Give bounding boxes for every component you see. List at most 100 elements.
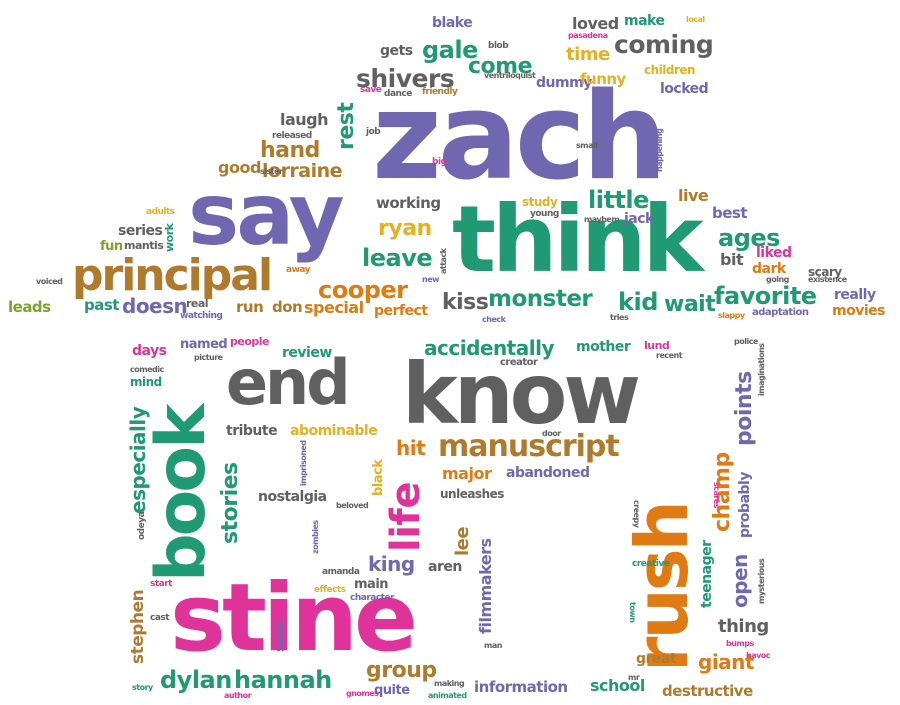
word-main: main bbox=[354, 577, 389, 592]
word-end: end bbox=[226, 346, 351, 419]
word-lorraine: lorraine bbox=[262, 160, 343, 182]
word-series: series bbox=[118, 223, 163, 239]
word-days: days bbox=[132, 343, 167, 359]
word-friendly: friendly bbox=[422, 87, 458, 97]
word-dance: dance bbox=[384, 89, 412, 99]
word-big: big bbox=[432, 157, 447, 167]
word-imprisoned: imprisoned bbox=[299, 440, 308, 486]
word-best: best bbox=[712, 204, 748, 222]
word-lund: lund bbox=[644, 339, 670, 352]
word-blob: blob bbox=[488, 41, 509, 51]
word-making: making bbox=[434, 679, 465, 688]
word-say: say bbox=[188, 165, 345, 265]
word-jack: jack bbox=[624, 211, 654, 227]
word-watching: watching bbox=[180, 311, 223, 321]
word-cast: cast bbox=[150, 613, 170, 623]
word-people: people bbox=[230, 335, 270, 348]
word-accidentally: accidentally bbox=[424, 336, 555, 360]
word-study: study bbox=[522, 195, 558, 209]
word-comedic: comedic bbox=[130, 365, 164, 374]
word-probably: probably bbox=[737, 472, 753, 538]
word-check: check bbox=[482, 315, 506, 324]
word-mysterious: mysterious bbox=[757, 558, 766, 604]
word-mr: mr bbox=[628, 673, 640, 682]
word-sees: sees bbox=[273, 620, 288, 652]
word-dark: dark bbox=[752, 261, 786, 277]
word-open: open bbox=[728, 554, 752, 608]
word-tribute: tribute bbox=[226, 423, 278, 439]
word-released: released bbox=[272, 131, 312, 141]
word-fun: fun bbox=[100, 239, 123, 254]
word-ryan: ryan bbox=[378, 216, 432, 241]
word-unleashes: unleashes bbox=[440, 487, 504, 501]
word-thing: thing bbox=[718, 616, 769, 637]
word-young: young bbox=[530, 209, 559, 219]
word-man: man bbox=[484, 641, 502, 650]
word-doesn: doesn bbox=[122, 294, 188, 318]
word-destructive: destructive bbox=[662, 682, 753, 700]
word-ventriloquist: ventriloquist bbox=[484, 71, 536, 80]
word-school: school bbox=[590, 676, 645, 695]
word-manuscript: manuscript bbox=[438, 429, 620, 464]
word-small: small bbox=[576, 141, 598, 150]
word-ages: ages bbox=[718, 224, 780, 252]
word-information: information bbox=[474, 678, 568, 696]
word-wait: wait bbox=[664, 292, 716, 317]
word-run: run bbox=[236, 298, 264, 316]
word-effects: effects bbox=[314, 585, 346, 595]
word-stories: stories bbox=[218, 462, 243, 544]
word-coming: coming bbox=[614, 30, 714, 59]
word-mayhem: mayhem bbox=[584, 215, 620, 224]
word-named: named bbox=[180, 337, 228, 352]
word-mantis: mantis bbox=[124, 239, 164, 252]
word-pasadena: pasadena bbox=[568, 31, 608, 40]
word-really: really bbox=[834, 287, 876, 303]
word-major: major bbox=[442, 464, 492, 483]
word-blake: blake bbox=[432, 15, 473, 31]
word-bumps: bumps bbox=[726, 639, 754, 648]
word-amanda: amanda bbox=[322, 567, 360, 577]
word-creepy: creepy bbox=[632, 500, 641, 528]
word-local: local bbox=[686, 15, 705, 24]
word-shivers: shivers bbox=[356, 64, 455, 93]
word-author: author bbox=[224, 691, 252, 700]
word-little: little bbox=[588, 186, 649, 214]
word-hannah: hannah bbox=[234, 666, 332, 694]
word-start: start bbox=[150, 579, 172, 589]
word-monster: monster bbox=[488, 286, 593, 312]
word-points: points bbox=[732, 371, 757, 446]
word-job: job bbox=[366, 127, 381, 137]
word-king: king bbox=[368, 552, 415, 576]
word-new: new bbox=[422, 275, 440, 284]
word-save: save bbox=[360, 85, 382, 95]
word-beloved: beloved bbox=[336, 501, 369, 510]
word-attack: attack bbox=[439, 248, 448, 274]
word-work: work bbox=[163, 223, 176, 252]
word-life: life bbox=[383, 482, 429, 552]
word-dylan: dylan bbox=[160, 666, 232, 694]
word-voiced: voiced bbox=[36, 277, 63, 286]
word-nostalgia: nostalgia bbox=[258, 489, 327, 505]
word-slappy: slappy bbox=[718, 311, 745, 320]
word-black: black bbox=[371, 459, 386, 496]
word-filmmakers: filmmakers bbox=[476, 538, 495, 634]
word-gets: gets bbox=[380, 43, 413, 59]
word-dummy: dummy bbox=[536, 75, 592, 91]
word-odeya: odeya bbox=[137, 511, 147, 540]
word-good: good bbox=[218, 158, 261, 177]
word-gale: gale bbox=[422, 36, 478, 64]
word-make: make bbox=[624, 13, 665, 29]
word-recent: recent bbox=[656, 351, 683, 360]
word-adaptation: adaptation bbox=[752, 307, 809, 318]
word-group: group bbox=[366, 658, 437, 683]
word-happening: happening bbox=[655, 128, 664, 172]
word-liked: liked bbox=[756, 245, 792, 261]
word-giant: giant bbox=[698, 650, 754, 674]
word-abominable: abominable bbox=[290, 423, 378, 439]
word-town: town bbox=[628, 602, 637, 623]
word-adults: adults bbox=[146, 207, 175, 217]
word-stephen: stephen bbox=[128, 589, 148, 664]
word-perfect: perfect bbox=[374, 303, 428, 319]
word-know: know bbox=[402, 345, 641, 443]
